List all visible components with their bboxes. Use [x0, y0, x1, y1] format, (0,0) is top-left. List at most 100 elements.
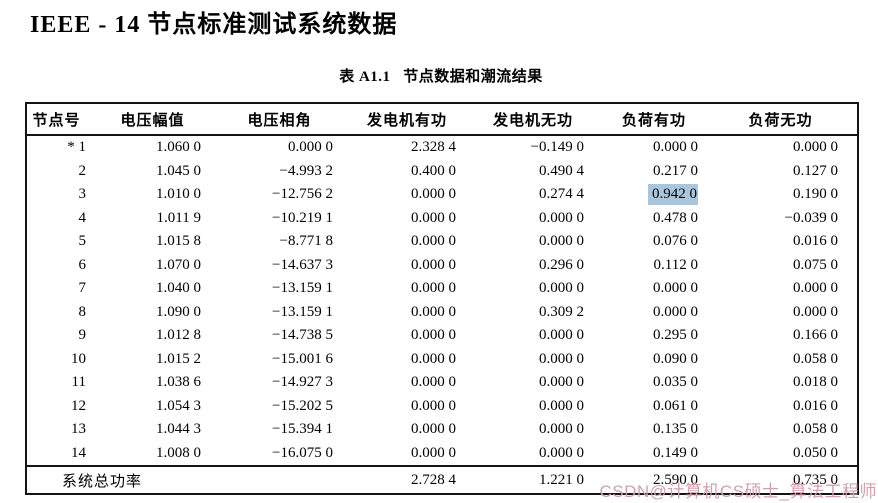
table-cell: 0.016 0: [793, 233, 838, 250]
table-cell: 0.309 2: [539, 303, 584, 320]
table-cell: −14.927 3: [272, 374, 333, 391]
table-cell: −15.001 6: [272, 350, 333, 367]
footer-label: 系统总功率: [26, 465, 358, 494]
table-cell: 6: [78, 256, 87, 273]
table-cell: 0.050 0: [793, 444, 838, 461]
table-cell: 1.012 8: [156, 327, 201, 344]
table-cell: 0.942 0: [610, 183, 723, 207]
table-cell: 0.076 0: [653, 233, 698, 250]
table-cell: 7: [78, 280, 87, 297]
bus-data-table: 节点号 电压幅值 电压相角 发电机有功 发电机无功 负荷有功 负荷无功 * 1 1…: [25, 102, 859, 495]
table-cell: 0.000 0: [411, 186, 456, 203]
table-cell: 1.040 0: [156, 280, 201, 297]
column-header-gen-active: 发电机有功: [358, 103, 482, 136]
table-cell: 0.075 0: [793, 256, 838, 273]
table-cell: −14.738 5: [272, 327, 333, 344]
table-footer: 系统总功率 2.728 4 1.221 0 2.590 0 0.735 0: [26, 465, 858, 494]
table-cell: 0.112 0: [653, 256, 698, 273]
table-row: * 1 1.060 0 0.000 0 2.328 4 −0.149 0 0.000 0 0…: [26, 135, 858, 160]
table-cell: 0.000 0: [411, 374, 456, 391]
table-cell: 1.010 0: [156, 186, 201, 203]
table-row: 3 1.010 0 −12.756 2 0.000 0 0.274 4 0.942 0 0.…: [26, 183, 858, 207]
table-cell: 1.070 0: [156, 256, 201, 273]
table-cell: −13.159 1: [272, 303, 333, 320]
table-cell: 0.000 0: [793, 303, 838, 320]
table-cell: 0.000 0: [539, 421, 584, 438]
table-cell: 0.018 0: [793, 374, 838, 391]
table-cell: −10.219 1: [272, 209, 333, 226]
table-cell: 0.000 0: [411, 209, 456, 226]
table-cell: 0.490 4: [539, 162, 584, 179]
column-header-gen-reactive: 发电机无功: [482, 103, 610, 136]
table-cell: −12.756 2: [272, 186, 333, 203]
table-cell: 0.035 0: [653, 374, 698, 391]
table-cell: 0.000 0: [411, 233, 456, 250]
header-row: 节点号 电压幅值 电压相角 发电机有功 发电机无功 负荷有功 负荷无功: [26, 103, 858, 136]
table-cell: 0.149 0: [653, 444, 698, 461]
table-body: * 1 1.060 0 0.000 0 2.328 4 −0.149 0 0.000 0 0…: [26, 135, 858, 466]
table-cell: 0.000 0: [411, 444, 456, 461]
table-cell: 13: [71, 421, 86, 438]
table-row: 4 1.011 9 −10.219 1 0.000 0 0.000 0 0.478 0 −0…: [26, 207, 858, 231]
table-cell: −13.159 1: [272, 280, 333, 297]
footer-row: 系统总功率 2.728 4 1.221 0 2.590 0 0.735 0: [26, 465, 858, 494]
table-cell: 0.058 0: [793, 421, 838, 438]
table-cell: 0.000 0: [411, 256, 456, 273]
selection-highlight: 0.942 0: [648, 184, 698, 206]
table-cell: 0.000 0: [411, 421, 456, 438]
table-row: 11 1.038 6 −14.927 3 0.000 0 0.000 0 0.035 0 0…: [26, 371, 858, 395]
page-title: IEEE - 14 节点标准测试系统数据: [30, 12, 398, 38]
table-cell: 0.000 0: [411, 350, 456, 367]
table-cell: 0.127 0: [793, 162, 838, 179]
table-cell: 0.090 0: [653, 350, 698, 367]
table-row: 2 1.045 0 −4.993 2 0.400 0 0.490 4 0.217 0 0.1…: [26, 160, 858, 184]
column-header-voltage-angle: 电压相角: [226, 103, 358, 136]
table-cell: −16.075 0: [272, 444, 333, 461]
table-cell: 10: [71, 350, 86, 367]
table-cell: 0.166 0: [793, 327, 838, 344]
table-cell: 11: [71, 374, 86, 391]
table-row: 7 1.040 0 −13.159 1 0.000 0 0.000 0 0.000 0 0.…: [26, 277, 858, 301]
table-cell: 0.000 0: [539, 327, 584, 344]
table-row: 14 1.008 0 −16.075 0 0.000 0 0.000 0 0.149 0 0…: [26, 442, 858, 467]
table-cell: 3: [78, 186, 87, 203]
table-cell: −4.993 2: [279, 162, 333, 179]
table-cell: −0.149 0: [530, 139, 584, 156]
table-row: 12 1.054 3 −15.202 5 0.000 0 0.000 0 0.061 0 0…: [26, 395, 858, 419]
column-header-voltage-magnitude: 电压幅值: [104, 103, 226, 136]
column-header-load-active: 负荷有功: [610, 103, 723, 136]
table-row: 8 1.090 0 −13.159 1 0.000 0 0.309 2 0.000 0 0.…: [26, 301, 858, 325]
table-cell: 0.000 0: [539, 209, 584, 226]
column-header-node-id: 节点号: [26, 103, 104, 136]
table-row: 9 1.012 8 −14.738 5 0.000 0 0.000 0 0.295 0 0.…: [26, 324, 858, 348]
table-cell: 0.000 0: [539, 374, 584, 391]
table-row: 13 1.044 3 −15.394 1 0.000 0 0.000 0 0.135 0 0…: [26, 418, 858, 442]
table-cell: 0.478 0: [653, 209, 698, 226]
footer-total-load-reactive: 0.735 0: [723, 465, 858, 494]
table-row: 10 1.015 2 −15.001 6 0.000 0 0.000 0 0.090 0 0…: [26, 348, 858, 372]
table-cell: 1.038 6: [156, 374, 201, 391]
table-cell: 0.000 0: [539, 280, 584, 297]
table-row: 6 1.070 0 −14.637 3 0.000 0 0.296 0 0.112 0 0.…: [26, 254, 858, 278]
table-cell: 1.011 9: [156, 209, 201, 226]
table-cell: 0.000 0: [539, 397, 584, 414]
table-cell: 14: [71, 444, 86, 461]
table-cell: 1.015 2: [156, 350, 201, 367]
table-cell: −15.394 1: [272, 421, 333, 438]
table-cell: 1.060 0: [156, 139, 201, 156]
table-cell: 0.296 0: [539, 256, 584, 273]
table-cell: 0.000 0: [539, 350, 584, 367]
table-cell: 0.000 0: [653, 139, 698, 156]
table-cell: 0.000 0: [653, 303, 698, 320]
table-cell: 0.000 0: [411, 280, 456, 297]
table-cell: 0.058 0: [793, 350, 838, 367]
table-cell: 4: [78, 209, 87, 226]
table-cell: 0.135 0: [653, 421, 698, 438]
table-cell: 0.274 4: [539, 186, 584, 203]
table-cell: −8.771 8: [279, 233, 333, 250]
watermark: CSDN@计算机CS硕士_算法工程师: [599, 482, 877, 501]
table-cell: 1.008 0: [156, 444, 201, 461]
table-cell: −0.039 0: [784, 209, 838, 226]
footer-total-load-active: 2.590 0: [610, 465, 723, 494]
table-cell: 0.217 0: [653, 162, 698, 179]
